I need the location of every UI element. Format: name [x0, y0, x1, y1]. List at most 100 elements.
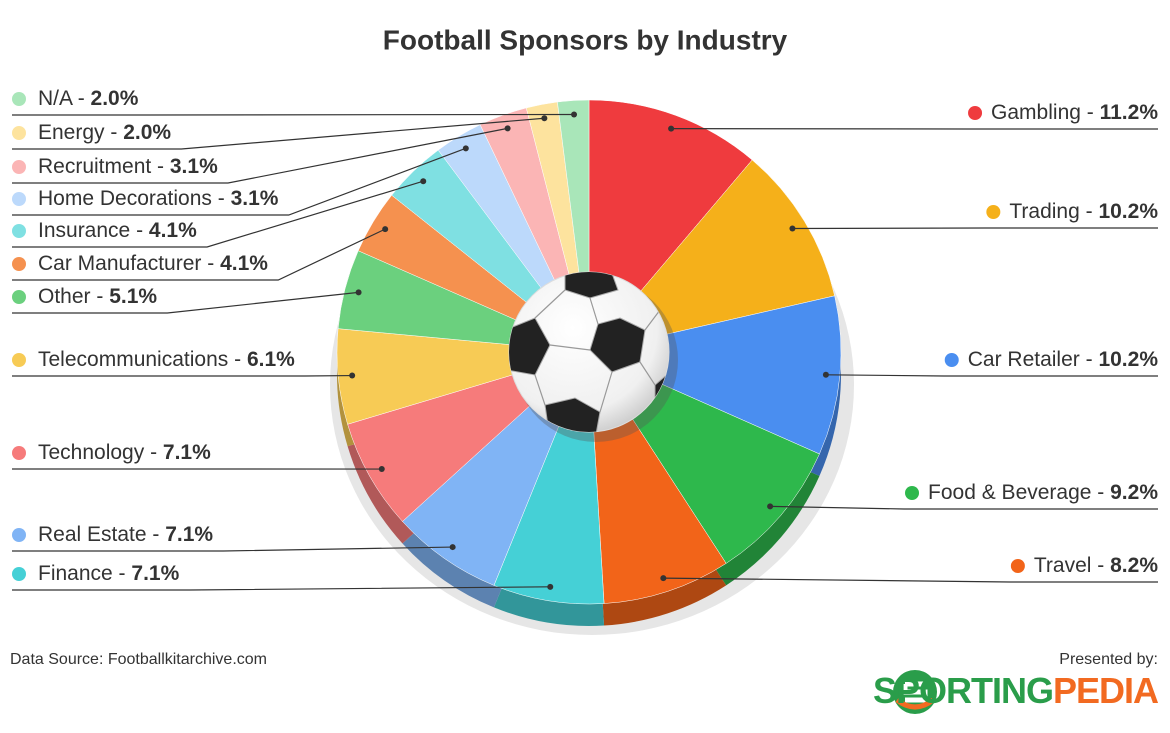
label-value: 10.2%	[1098, 200, 1158, 223]
label-dot	[12, 224, 26, 238]
label-separator: -	[228, 348, 247, 371]
label-separator: -	[1091, 554, 1110, 577]
label-value: 2.0%	[91, 87, 139, 110]
leader-dot	[355, 289, 362, 296]
label-name: Other	[38, 285, 91, 308]
slice-label: Food & Beverage - 9.2%	[928, 481, 1158, 504]
label-dot	[905, 486, 920, 500]
label-dot	[968, 106, 983, 120]
label-name: Real Estate	[38, 523, 147, 546]
label-dot	[1010, 559, 1025, 573]
label-value: 3.1%	[170, 155, 218, 178]
leader-dot	[789, 225, 796, 232]
leader-dot	[349, 372, 356, 379]
label-name: Technology	[38, 441, 145, 464]
leader-line	[12, 113, 575, 116]
leader-line	[12, 127, 508, 184]
label-dot	[12, 257, 26, 271]
label-separator: -	[1080, 200, 1099, 223]
label-name: N/A	[38, 87, 73, 110]
slice	[588, 295, 842, 455]
label-value: 9.2%	[1110, 481, 1158, 504]
label-dot	[12, 446, 26, 460]
slice-label: Car Manufacturer - 4.1%	[38, 252, 268, 275]
label-separator: -	[91, 285, 110, 308]
leader-dot	[822, 371, 829, 378]
slice-label: Finance - 7.1%	[38, 562, 180, 585]
leader-line	[12, 117, 545, 150]
slice-label: Telecommunications - 6.1%	[38, 348, 295, 371]
label-separator: -	[1091, 481, 1110, 504]
leader-dot	[660, 575, 667, 582]
label-separator: -	[72, 87, 91, 110]
label-separator: -	[144, 441, 163, 464]
leader-dot	[571, 111, 578, 118]
label-separator: -	[201, 252, 220, 275]
leader-line	[12, 147, 467, 216]
label-separator: -	[212, 187, 231, 210]
label-name: Car Manufacturer	[38, 252, 201, 275]
label-name: Home Decorations	[38, 187, 212, 210]
slice-label: Technology - 7.1%	[38, 441, 211, 464]
label-separator: -	[105, 121, 124, 144]
leader-dot	[547, 583, 554, 590]
leader-dot	[668, 125, 675, 132]
slice-label: Trading - 10.2%	[1009, 200, 1158, 223]
leader-line	[770, 505, 1158, 510]
label-value: 7.1%	[131, 562, 179, 585]
leader-line	[12, 180, 424, 248]
leader-line	[12, 228, 386, 281]
label-value: 5.1%	[109, 285, 157, 308]
label-value: 2.0%	[123, 121, 171, 144]
slice-label: Recruitment - 3.1%	[38, 155, 218, 178]
presented-by: Presented by:	[1059, 651, 1158, 668]
label-separator: -	[113, 562, 132, 585]
label-separator: -	[151, 155, 170, 178]
label-dot	[12, 126, 26, 140]
leader-line	[663, 577, 1158, 583]
label-value: 10.2%	[1098, 348, 1158, 371]
leader-dot	[449, 544, 456, 551]
label-separator: -	[130, 219, 149, 242]
label-separator: -	[1080, 348, 1099, 371]
leader-line	[12, 546, 453, 552]
logo-part2: PEDIA	[1053, 670, 1159, 711]
leader-dot	[504, 125, 511, 132]
slice-label: Real Estate - 7.1%	[38, 523, 213, 546]
label-name: Energy	[38, 121, 105, 144]
leader-dot	[462, 145, 469, 152]
label-value: 8.2%	[1110, 554, 1158, 577]
leader-line	[825, 374, 1158, 377]
source: Data Source: Footballkitarchive.com	[10, 651, 267, 668]
leader-dot	[420, 178, 427, 185]
leader-dot	[767, 503, 774, 510]
label-dot	[986, 205, 1001, 219]
label-value: 11.2%	[1100, 101, 1159, 124]
slice-label: Other - 5.1%	[38, 285, 157, 308]
label-dot	[12, 290, 26, 304]
label-name: Car Retailer	[968, 348, 1080, 371]
labels: Gambling - 11.2%Trading - 10.2%Car Retai…	[12, 87, 1159, 591]
label-value: 3.1%	[231, 187, 279, 210]
leader-dot	[382, 226, 389, 233]
label-name: Recruitment	[38, 155, 151, 178]
leader-line	[12, 291, 359, 314]
label-dot	[944, 353, 959, 367]
slice-label: Energy - 2.0%	[38, 121, 171, 144]
chart-title: Football Sponsors by Industry	[383, 24, 788, 55]
label-dot	[12, 353, 26, 367]
label-value: 4.1%	[149, 219, 197, 242]
leader-dot	[541, 115, 548, 122]
label-value: 7.1%	[165, 523, 213, 546]
logo-text: SPORTINGPEDIA	[873, 670, 1159, 711]
label-dot	[12, 567, 26, 581]
label-value: 7.1%	[163, 441, 211, 464]
label-name: Finance	[38, 562, 113, 585]
label-dot	[12, 160, 26, 174]
slice-label: Car Retailer - 10.2%	[968, 348, 1159, 371]
label-name: Insurance	[38, 219, 130, 242]
label-value: 4.1%	[220, 252, 268, 275]
label-name: Trading	[1009, 200, 1079, 223]
